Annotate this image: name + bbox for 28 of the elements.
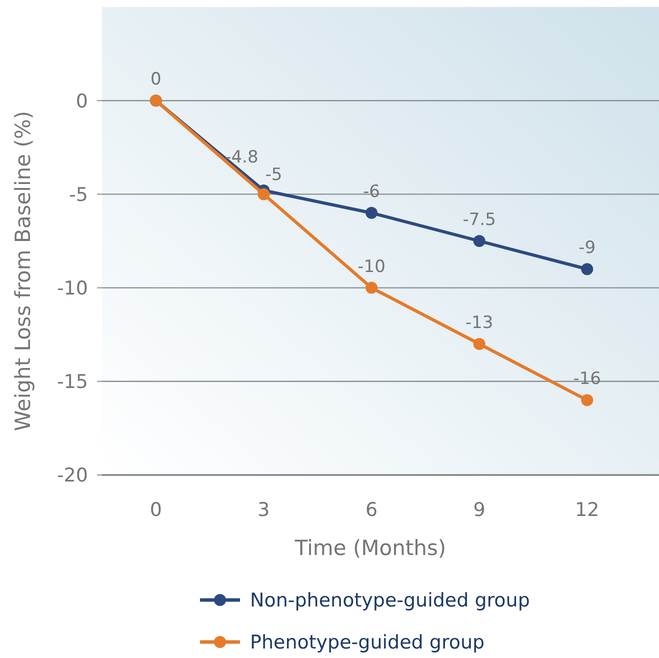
point	[581, 394, 594, 406]
legend-label: Phenotype-guided group	[250, 632, 485, 654]
y-tick-label: 0	[76, 90, 88, 112]
point	[473, 235, 486, 247]
data-label: -4.8	[225, 147, 258, 168]
point	[473, 338, 486, 350]
x-tick-label: 6	[365, 499, 378, 521]
y-tick-label: -20	[56, 464, 88, 487]
x-axis-title: Time (Months)	[294, 536, 446, 560]
y-tick-label: -5	[69, 184, 88, 206]
y-tick-label: -10	[56, 277, 88, 300]
point	[258, 188, 270, 200]
data-label: -5	[265, 165, 282, 186]
data-label: -13	[465, 312, 494, 333]
x-tick-label: 12	[575, 499, 600, 521]
point	[366, 206, 378, 219]
data-label: -9	[578, 238, 596, 258]
legend-label: Non-phenotype-guided group	[250, 590, 530, 612]
data-label: 0	[150, 70, 162, 90]
x-tick-label: 3	[258, 499, 270, 521]
y-axis-title: Weight Loss from Baseline (%)	[11, 110, 35, 432]
point	[581, 263, 594, 276]
x-tick-label: 0	[150, 499, 162, 521]
data-label: -7.5	[462, 210, 496, 230]
x-tick-label: 9	[473, 499, 486, 521]
point	[366, 282, 378, 294]
y-tick-label: -15	[56, 371, 88, 394]
data-label: -10	[358, 256, 386, 277]
